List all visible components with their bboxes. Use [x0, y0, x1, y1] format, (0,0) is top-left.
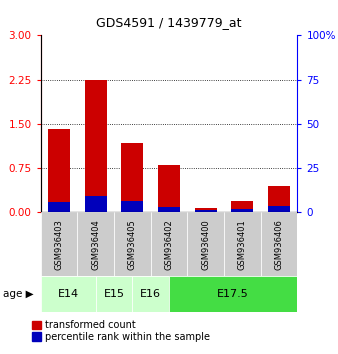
- Text: GSM936400: GSM936400: [201, 219, 210, 270]
- Bar: [268, 206, 290, 212]
- Bar: [187, 212, 224, 276]
- Text: E17.5: E17.5: [217, 289, 249, 299]
- Bar: [84, 80, 106, 212]
- Bar: [48, 129, 70, 212]
- Text: GDS4591 / 1439779_at: GDS4591 / 1439779_at: [96, 16, 242, 29]
- Bar: [41, 212, 77, 276]
- Text: age ▶: age ▶: [3, 289, 34, 299]
- Text: E14: E14: [57, 289, 79, 299]
- Text: GSM936404: GSM936404: [91, 219, 100, 270]
- Text: GSM936406: GSM936406: [274, 219, 284, 270]
- Bar: [151, 212, 187, 276]
- Text: GSM936402: GSM936402: [165, 219, 173, 270]
- Bar: [268, 186, 290, 212]
- Bar: [77, 212, 114, 276]
- Legend: transformed count, percentile rank within the sample: transformed count, percentile rank withi…: [32, 320, 210, 342]
- Bar: [169, 276, 297, 312]
- Bar: [158, 206, 180, 212]
- Bar: [121, 143, 143, 212]
- Bar: [121, 201, 143, 212]
- Bar: [224, 212, 261, 276]
- Bar: [96, 276, 132, 312]
- Bar: [232, 209, 254, 212]
- Text: GSM936405: GSM936405: [128, 219, 137, 270]
- Text: E15: E15: [103, 289, 124, 299]
- Bar: [158, 165, 180, 212]
- Bar: [48, 202, 70, 212]
- Text: GSM936403: GSM936403: [54, 219, 64, 270]
- Bar: [41, 276, 96, 312]
- Bar: [195, 210, 217, 212]
- Text: E16: E16: [140, 289, 161, 299]
- Bar: [114, 212, 151, 276]
- Bar: [261, 212, 297, 276]
- Bar: [132, 276, 169, 312]
- Bar: [232, 201, 254, 212]
- Text: GSM936401: GSM936401: [238, 219, 247, 270]
- Bar: [84, 196, 106, 212]
- Bar: [195, 208, 217, 212]
